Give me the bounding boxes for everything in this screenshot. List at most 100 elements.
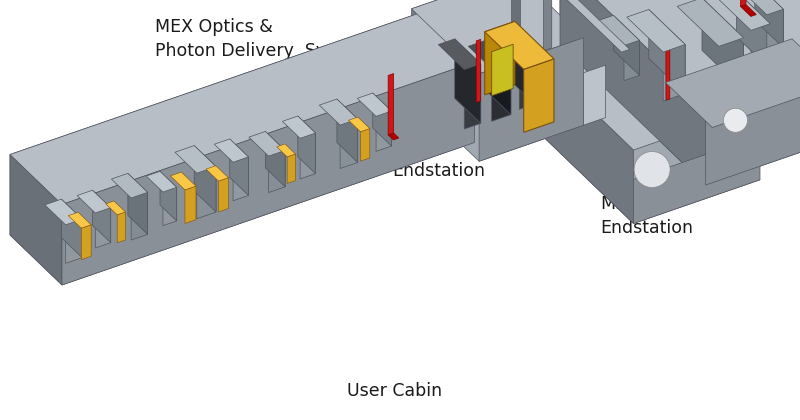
Polygon shape — [479, 38, 584, 161]
Polygon shape — [282, 116, 315, 138]
Polygon shape — [767, 9, 783, 53]
Polygon shape — [717, 0, 770, 30]
Polygon shape — [411, 0, 516, 96]
Polygon shape — [206, 166, 228, 181]
Polygon shape — [349, 117, 370, 132]
Polygon shape — [485, 21, 554, 69]
Polygon shape — [543, 0, 630, 52]
Text: User Cabin: User Cabin — [347, 382, 442, 400]
Polygon shape — [131, 192, 148, 240]
Polygon shape — [738, 0, 783, 15]
Polygon shape — [598, 16, 639, 46]
Polygon shape — [218, 178, 228, 212]
Polygon shape — [649, 10, 685, 94]
Polygon shape — [492, 62, 511, 121]
Polygon shape — [170, 172, 196, 190]
Text: MEX-1
Endstation: MEX-1 Endstation — [600, 195, 693, 237]
Polygon shape — [10, 92, 474, 285]
Polygon shape — [128, 173, 148, 234]
Polygon shape — [62, 62, 474, 285]
Polygon shape — [468, 39, 511, 69]
Polygon shape — [545, 21, 760, 150]
Polygon shape — [512, 59, 598, 137]
Polygon shape — [300, 133, 315, 179]
Polygon shape — [388, 133, 399, 140]
Circle shape — [634, 152, 670, 187]
Polygon shape — [510, 24, 534, 104]
Polygon shape — [464, 64, 481, 129]
Polygon shape — [62, 199, 82, 257]
Polygon shape — [454, 39, 481, 123]
Polygon shape — [95, 208, 110, 248]
Polygon shape — [751, 24, 770, 76]
Polygon shape — [68, 212, 91, 228]
Polygon shape — [163, 187, 177, 226]
Polygon shape — [298, 116, 315, 173]
Polygon shape — [277, 144, 295, 157]
Polygon shape — [194, 146, 216, 212]
Polygon shape — [754, 0, 783, 48]
Polygon shape — [485, 21, 515, 95]
Polygon shape — [160, 171, 177, 221]
Polygon shape — [476, 39, 481, 102]
Polygon shape — [175, 146, 216, 173]
Polygon shape — [66, 219, 82, 263]
Polygon shape — [106, 201, 126, 215]
Polygon shape — [249, 131, 285, 156]
Polygon shape — [487, 39, 511, 115]
Polygon shape — [512, 0, 520, 62]
Polygon shape — [230, 139, 249, 195]
Polygon shape — [337, 99, 358, 163]
Polygon shape — [373, 93, 391, 146]
Polygon shape — [678, 0, 743, 46]
Polygon shape — [719, 38, 743, 99]
Text: MEX-2
Endstation: MEX-2 Endstation — [392, 138, 485, 180]
Polygon shape — [287, 154, 295, 184]
Polygon shape — [411, 0, 584, 74]
Polygon shape — [438, 39, 481, 70]
Polygon shape — [45, 199, 82, 225]
Polygon shape — [614, 16, 639, 75]
Polygon shape — [361, 129, 370, 161]
Polygon shape — [266, 131, 285, 187]
Polygon shape — [560, 0, 800, 105]
Polygon shape — [634, 136, 760, 223]
Polygon shape — [560, 0, 800, 185]
Polygon shape — [741, 5, 756, 16]
Polygon shape — [77, 190, 110, 213]
Polygon shape — [666, 39, 800, 128]
Polygon shape — [358, 93, 391, 116]
Polygon shape — [10, 12, 474, 205]
Polygon shape — [524, 59, 554, 132]
Polygon shape — [93, 190, 110, 243]
Polygon shape — [82, 225, 91, 260]
Polygon shape — [376, 111, 391, 151]
Polygon shape — [627, 10, 685, 52]
Polygon shape — [146, 171, 177, 192]
Polygon shape — [388, 74, 394, 135]
Polygon shape — [10, 155, 62, 285]
Polygon shape — [117, 212, 126, 243]
Polygon shape — [702, 0, 743, 90]
Polygon shape — [663, 45, 685, 101]
Polygon shape — [411, 60, 584, 161]
Polygon shape — [214, 139, 249, 162]
Polygon shape — [545, 95, 760, 223]
Polygon shape — [706, 44, 800, 185]
Polygon shape — [560, 0, 568, 45]
Polygon shape — [584, 65, 606, 125]
Polygon shape — [340, 119, 358, 168]
Polygon shape — [545, 65, 634, 223]
Polygon shape — [624, 40, 639, 81]
Polygon shape — [545, 21, 672, 139]
Polygon shape — [737, 0, 770, 69]
Polygon shape — [543, 0, 552, 51]
Polygon shape — [197, 167, 216, 219]
Polygon shape — [666, 46, 670, 100]
Polygon shape — [568, 0, 736, 42]
Polygon shape — [233, 157, 249, 201]
Polygon shape — [185, 186, 196, 223]
Polygon shape — [10, 12, 422, 235]
Polygon shape — [494, 24, 534, 53]
Polygon shape — [269, 150, 285, 192]
